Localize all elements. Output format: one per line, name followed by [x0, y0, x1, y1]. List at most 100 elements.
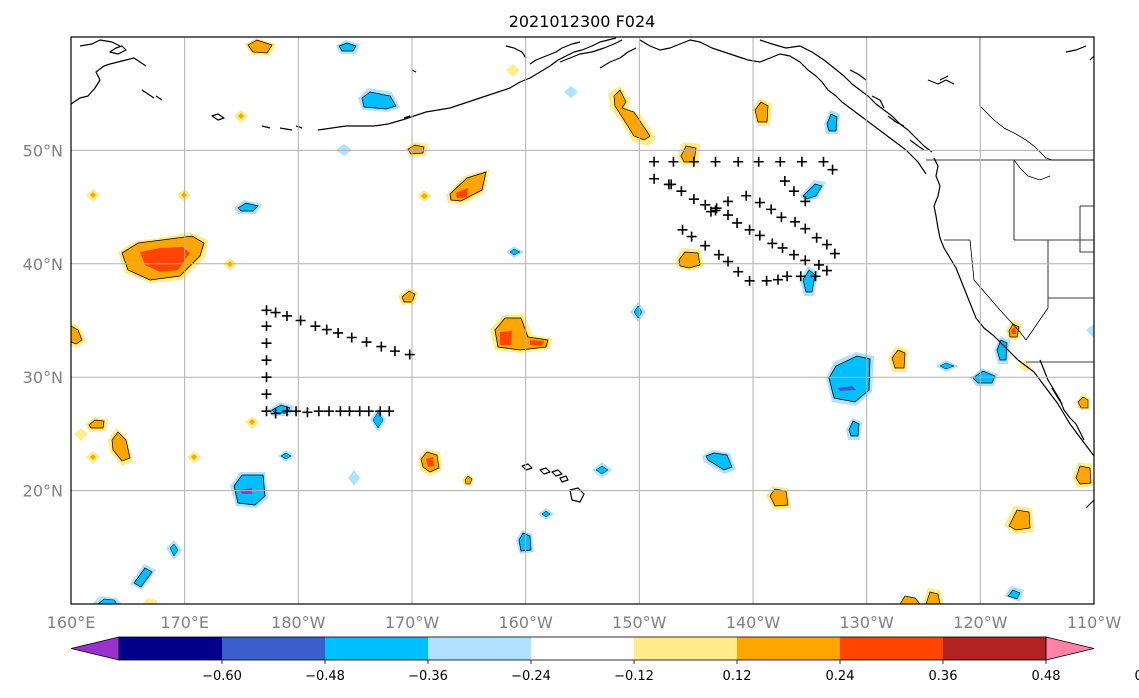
- patch-59n-173e: [336, 40, 360, 54]
- observation-marker: [261, 372, 272, 383]
- colorbar-max-extension: [1045, 636, 1095, 661]
- observation-marker: [686, 231, 697, 242]
- observation-marker: [313, 406, 324, 417]
- patch-16n-160w: [516, 530, 534, 554]
- observation-marker: [761, 275, 772, 286]
- latitude-label: 30°N: [23, 368, 63, 387]
- colorbar-outline: [118, 636, 1047, 661]
- patch-45n-175w: [234, 200, 262, 214]
- colorbar-level-label: 0.12: [723, 669, 752, 684]
- observation-marker: [261, 389, 272, 400]
- patch-26n-175e: [85, 417, 108, 432]
- colorbar-segment: [222, 637, 326, 660]
- patch-54n-172e: [358, 88, 400, 112]
- observation-marker: [688, 156, 699, 167]
- observation-marker: [776, 212, 787, 223]
- longitude-label: 160°E: [47, 613, 96, 632]
- patch-32n-128w: [888, 346, 908, 372]
- observation-marker: [688, 194, 699, 205]
- patch-34n-160e: [71, 322, 86, 348]
- observation-marker: [281, 310, 292, 321]
- observation-marker: [384, 406, 395, 417]
- observation-marker: [295, 315, 306, 326]
- map-area: [71, 37, 1094, 604]
- patch-23n-140w: [702, 450, 736, 474]
- colorbar-level-label: −0.48: [305, 669, 345, 684]
- observation-marker: [261, 305, 272, 316]
- observation-marker: [302, 407, 313, 418]
- patch-17n-117w: [1004, 506, 1034, 534]
- map-title: 2021012300 F024: [509, 12, 656, 31]
- observation-marker: [321, 324, 332, 335]
- longitude-label: 150°W: [612, 613, 667, 632]
- latitude-label: 40°N: [23, 255, 63, 274]
- observation-marker: [741, 190, 752, 201]
- observation-marker: [375, 406, 386, 417]
- patch-52n-134w: [824, 110, 840, 134]
- observation-marker: [261, 406, 272, 417]
- colorbar-level-label: −0.36: [408, 669, 448, 684]
- observation-marker: [829, 248, 840, 259]
- patch-33n-117w: [994, 336, 1010, 364]
- longitude-label: 180°W: [271, 613, 326, 632]
- observation-marker: [821, 265, 832, 276]
- patch-46n-165w: [446, 169, 490, 205]
- patch-30n-132w: [826, 352, 874, 406]
- patch-20n-138w: [766, 486, 791, 510]
- observation-marker: [705, 206, 716, 217]
- observation-marker: [744, 275, 755, 286]
- observation-marker: [649, 173, 660, 184]
- colorbar-level-label: 0.48: [1032, 669, 1061, 684]
- patch-54n-140w: [752, 98, 772, 126]
- latitude-label: 20°N: [23, 482, 63, 501]
- observation-marker: [744, 224, 755, 235]
- colorbar-segment: [428, 637, 532, 660]
- aleutian-islands: [211, 69, 417, 131]
- latitude-label: 50°N: [23, 141, 63, 160]
- observation-marker: [733, 156, 744, 167]
- patch-26n-130w: [846, 418, 862, 440]
- patch-south-edge-neg: [92, 586, 1024, 604]
- observation-marker: [827, 164, 838, 175]
- observation-marker: [800, 223, 811, 234]
- colorbar-segment: [531, 637, 635, 660]
- observation-marker: [361, 337, 372, 348]
- observation-marker: [668, 156, 679, 167]
- longitude-label: 110°W: [1067, 613, 1122, 632]
- longitude-label: 160°W: [498, 613, 553, 632]
- colorbar-segment: [840, 637, 944, 660]
- positive-anomaly-patches: [71, 38, 1094, 604]
- patch-24n-174e: [108, 428, 133, 466]
- observation-marker: [363, 406, 374, 417]
- colorbar-level-label: 0.24: [826, 669, 855, 684]
- observation-marker: [333, 327, 344, 338]
- observation-marker: [753, 156, 764, 167]
- observation-marker: [663, 179, 674, 190]
- longitude-label: 170°W: [385, 613, 440, 632]
- patch-22n-112w: [1072, 462, 1094, 488]
- colorbar: −0.60 −0.48 −0.36 −0.24 −0.12 0.12 0.24 0.36 0.4…: [70, 636, 1139, 684]
- observation-marker: [270, 307, 281, 318]
- colorbar-level-label: 0.60: [1135, 669, 1139, 684]
- gridlines: [71, 37, 1094, 604]
- observation-marker: [324, 406, 335, 417]
- map-frame: [70, 36, 1095, 605]
- colorbar-level-label: −0.24: [511, 669, 551, 684]
- patch-53n-152w: [608, 86, 656, 146]
- observation-marker: [710, 156, 721, 167]
- colorbar-segment: [943, 637, 1047, 660]
- patch-40n-175e: [118, 232, 208, 283]
- observation-marker: [732, 217, 743, 228]
- longitude-label: 170°E: [160, 613, 209, 632]
- coastlines: [71, 37, 1094, 509]
- observation-marker: [754, 197, 765, 208]
- observation-marker: [775, 156, 786, 167]
- longitude-label: 140°W: [726, 613, 781, 632]
- patch-33n-161w: [490, 314, 552, 353]
- observation-marker: [722, 196, 733, 207]
- patch-28n-112w: [1076, 394, 1090, 410]
- observation-marker: [700, 240, 711, 251]
- observation-marker: [722, 210, 733, 221]
- observation-marker: [796, 156, 807, 167]
- observation-marker: [344, 406, 355, 417]
